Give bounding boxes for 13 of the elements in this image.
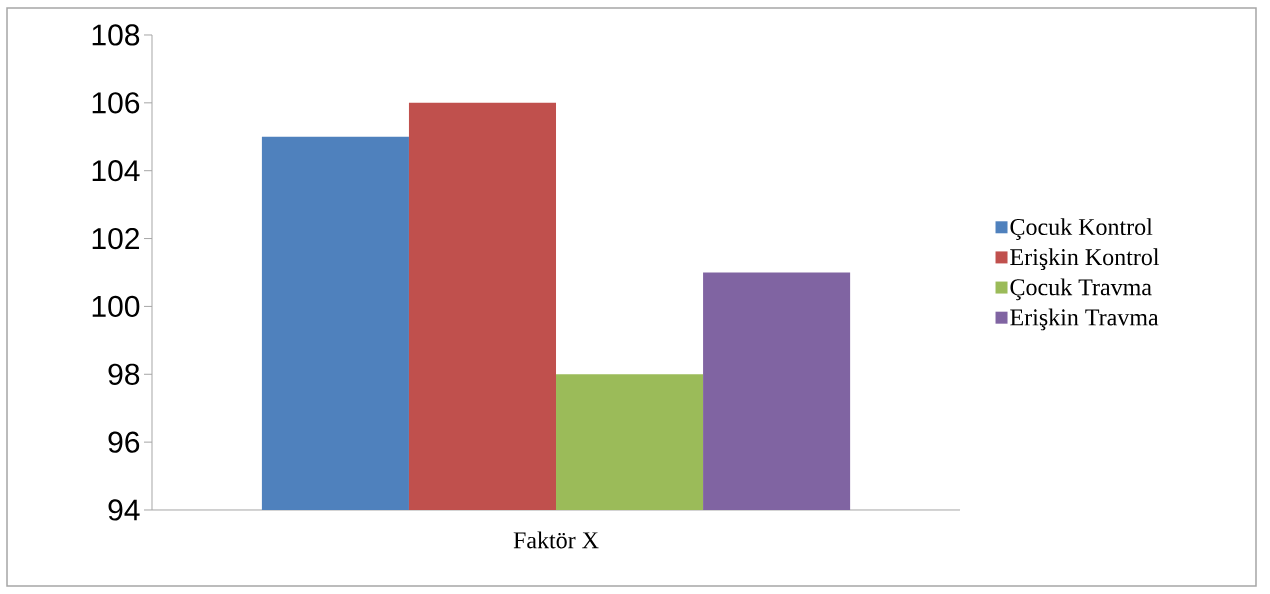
y-tick-label: 100 <box>92 295 140 318</box>
legend-label: Erişkin Travma <box>1010 308 1159 331</box>
y-tick-label: 108 <box>92 24 140 46</box>
y-tick-label: 106 <box>92 92 140 114</box>
legend-label: Çocuk Kontrol <box>1010 218 1153 240</box>
legend-label: Çocuk Travma <box>1010 278 1152 301</box>
y-tick-label: 104 <box>92 160 140 182</box>
y-tick-label: 94 <box>108 499 140 521</box>
legend-label: Erişkin Kontrol <box>1010 248 1160 271</box>
y-tick-label: 102 <box>92 227 139 250</box>
y-tick-label: 98 <box>108 363 140 385</box>
y-tick-label: 96 <box>108 431 140 453</box>
x-tick-label: Faktör X <box>513 531 599 549</box>
